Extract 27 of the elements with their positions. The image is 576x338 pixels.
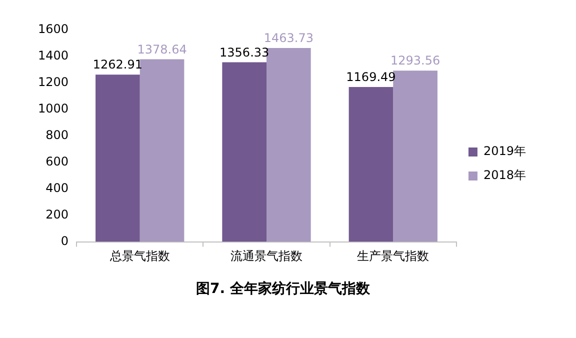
y-tick-label: 600 <box>46 154 69 168</box>
data-label: 1463.73 <box>264 31 314 46</box>
bar <box>96 74 140 242</box>
y-tick-label: 1200 <box>38 75 69 90</box>
data-label: 1356.33 <box>220 45 270 60</box>
bar <box>266 48 311 242</box>
data-label: 1169.49 <box>346 70 396 84</box>
legend-label: 2018年 <box>483 168 526 182</box>
legend-label: 2019年 <box>483 144 526 158</box>
y-tick-label: 400 <box>46 180 69 195</box>
bar <box>140 59 184 242</box>
y-tick-label: 1000 <box>38 102 69 116</box>
data-label: 1378.64 <box>137 42 187 56</box>
data-label: 1262.91 <box>92 58 143 72</box>
y-tick-label: 1400 <box>38 48 69 63</box>
y-tick-label: 200 <box>46 207 69 222</box>
x-tick-label: 总景气指数 <box>108 249 170 264</box>
x-tick-label: 生产景气指数 <box>357 249 430 264</box>
text: 图7. 全年家纺行业景气指数 <box>196 280 371 298</box>
bar <box>348 86 394 242</box>
bar <box>393 70 438 242</box>
y-tick-label: 0 <box>60 234 69 248</box>
data-label: 1293.56 <box>390 54 440 68</box>
y-tick-label: 800 <box>46 128 69 142</box>
x-tick-label: 流通景气指数 <box>230 249 302 264</box>
y-tick-label: 1600 <box>38 22 69 36</box>
bar <box>222 62 266 242</box>
